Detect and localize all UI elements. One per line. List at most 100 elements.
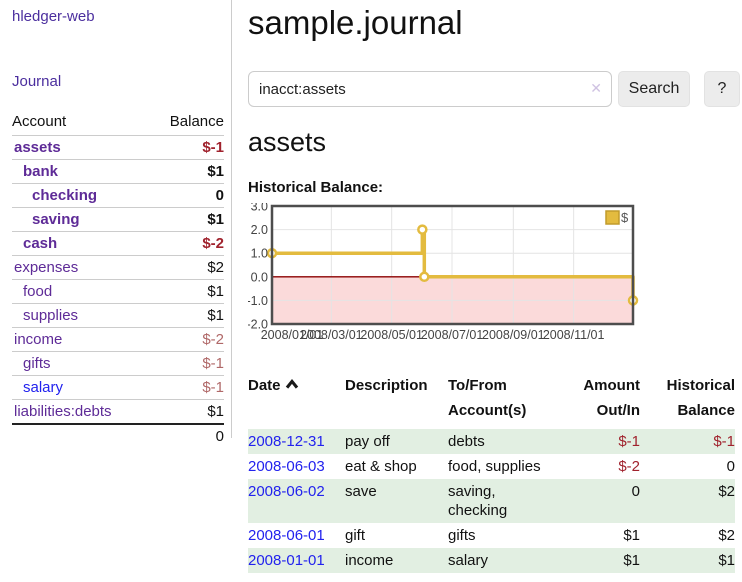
x-axis-tick-label: 2008/05/01 bbox=[360, 328, 423, 342]
x-axis-tick-label: 2008/09/01 bbox=[482, 328, 545, 342]
transaction-amount: $-2 bbox=[618, 458, 640, 475]
sidebar-item-journal[interactable]: Journal bbox=[12, 73, 62, 90]
sidebar-account-assets[interactable]: assets bbox=[14, 139, 61, 156]
accounts-table: Account Balance assets $-1 bank $1 checking 0… bbox=[12, 110, 224, 448]
account-row: food $1 bbox=[12, 279, 224, 304]
sidebar-account-gifts[interactable]: gifts bbox=[23, 355, 51, 372]
transaction-accounts: saving, checking bbox=[448, 479, 578, 523]
transaction-row: 2008-06-03 eat & shop food, supplies $-2 0 bbox=[248, 454, 735, 479]
transaction-amount: $1 bbox=[578, 548, 640, 573]
transaction-accounts: debts bbox=[448, 429, 578, 454]
accounts-total-row: 0 bbox=[12, 423, 224, 448]
clear-search-icon[interactable]: ✕ bbox=[590, 80, 602, 96]
transaction-accounts-text: salary bbox=[448, 552, 489, 569]
account-row: cash $-2 bbox=[12, 231, 224, 256]
account-heading: assets bbox=[248, 127, 327, 157]
account-row: gifts $-1 bbox=[12, 351, 224, 376]
transaction-date-link[interactable]: 2008-06-03 bbox=[248, 458, 325, 475]
sidebar-account-checking[interactable]: checking bbox=[32, 187, 98, 204]
account-balance: $1 bbox=[149, 303, 224, 328]
transaction-date-link[interactable]: 2008-06-01 bbox=[248, 527, 325, 544]
register-header-date[interactable]: Date bbox=[248, 371, 345, 429]
sidebar-account-saving[interactable]: saving bbox=[32, 211, 80, 228]
account-balance: $2 bbox=[149, 255, 224, 280]
account-balance: $-1 bbox=[149, 351, 224, 376]
legend-label: $ bbox=[621, 210, 629, 225]
transaction-balance: $-1 bbox=[640, 429, 735, 454]
register-header-balance: Historical Balance bbox=[666, 377, 735, 419]
transaction-accounts: gifts bbox=[448, 523, 578, 548]
y-axis-tick-label: -2.0 bbox=[248, 318, 268, 332]
account-balance: $-2 bbox=[149, 327, 224, 352]
account-balance: $-2 bbox=[149, 231, 224, 256]
main-content: sample.journal ✕ Search ? assets Histori… bbox=[246, 0, 742, 573]
transaction-accounts-text: gifts bbox=[448, 527, 476, 544]
app-brand-link[interactable]: hledger-web bbox=[12, 8, 95, 25]
transaction-accounts-text: debts bbox=[448, 433, 485, 450]
sidebar-account-supplies[interactable]: supplies bbox=[23, 307, 79, 324]
account-balance: $1 bbox=[149, 159, 224, 184]
accounts-total-value: 0 bbox=[149, 423, 224, 448]
account-row: income $-2 bbox=[12, 327, 224, 352]
sidebar: hledger-web Journal Account Balance asse… bbox=[0, 0, 232, 448]
x-axis-tick-label: 2008/03/01 bbox=[300, 328, 363, 342]
transaction-accounts: food, supplies bbox=[448, 454, 578, 479]
account-row: bank $1 bbox=[12, 159, 224, 184]
sidebar-account-salary[interactable]: salary bbox=[23, 379, 64, 396]
account-balance: $-1 bbox=[149, 135, 224, 160]
register-header-accounts: To/From Account(s) bbox=[448, 377, 527, 419]
balance-chart: $3.0 2.0 1.0 0.0 -1.0 -2.0 2008/01/01 2008/03/0… bbox=[246, 200, 742, 358]
transaction-description: eat & shop bbox=[345, 458, 417, 475]
transaction-accounts: salary bbox=[448, 548, 578, 573]
account-balance: 0 bbox=[149, 183, 224, 208]
sidebar-account-liabilities-debts[interactable]: liabilities:debts bbox=[14, 403, 112, 420]
transaction-balance: $1 bbox=[640, 548, 735, 573]
transaction-description: gift bbox=[345, 527, 366, 544]
y-axis-tick-label: -1.0 bbox=[248, 294, 268, 308]
sidebar-account-cash[interactable]: cash bbox=[23, 235, 58, 252]
transaction-description: save bbox=[345, 479, 448, 523]
sidebar-account-bank[interactable]: bank bbox=[23, 163, 59, 180]
page-title: sample.journal bbox=[248, 4, 463, 41]
transaction-row: 2008-06-01 gift gifts $1 $2 bbox=[248, 523, 735, 548]
search-form: ✕ Search ? bbox=[248, 71, 742, 107]
sidebar-account-expenses[interactable]: expenses bbox=[14, 259, 79, 276]
chart-border bbox=[270, 204, 635, 326]
transaction-description: pay off bbox=[345, 429, 448, 454]
transaction-row: 2008-06-02 save saving, checking 0 $2 bbox=[248, 479, 735, 523]
sidebar-account-food[interactable]: food bbox=[23, 283, 53, 300]
legend-swatch bbox=[605, 210, 620, 225]
register-table: Date Description To/From Account(s) Amou… bbox=[248, 371, 735, 573]
transaction-date-link[interactable]: 2008-06-02 bbox=[248, 483, 325, 500]
search-button[interactable]: Search bbox=[618, 71, 690, 107]
register-header-amount: Amount Out/In bbox=[583, 377, 640, 419]
account-row: saving $1 bbox=[12, 207, 224, 232]
x-axis-tick-label: 2008/11/01 bbox=[543, 328, 605, 342]
account-row: checking 0 bbox=[12, 183, 224, 208]
transaction-amount: $1 bbox=[623, 527, 640, 544]
transaction-accounts-text: food, supplies bbox=[448, 458, 541, 475]
transaction-balance: $2 bbox=[640, 479, 735, 523]
help-button[interactable]: ? bbox=[704, 71, 740, 107]
transaction-amount: $-1 bbox=[578, 429, 640, 454]
account-row: expenses $2 bbox=[12, 255, 224, 280]
y-axis-tick-label: 3.0 bbox=[251, 203, 268, 214]
account-row: supplies $1 bbox=[12, 303, 224, 328]
search-input[interactable] bbox=[248, 71, 612, 107]
transaction-description: income bbox=[345, 548, 448, 573]
x-axis-tick-label: 2008/07/01 bbox=[421, 328, 484, 342]
accounts-header-balance: Balance bbox=[169, 113, 224, 130]
transaction-accounts-text: saving, checking bbox=[448, 483, 508, 519]
transaction-date-link[interactable]: 2008-01-01 bbox=[248, 552, 325, 569]
y-axis-tick-label: 0.0 bbox=[251, 270, 268, 284]
account-balance: $1 bbox=[149, 279, 224, 304]
transaction-date-link[interactable]: 2008-12-31 bbox=[248, 433, 325, 450]
sort-ascending-icon bbox=[285, 373, 299, 398]
y-axis-tick-label: 2.0 bbox=[251, 223, 268, 237]
account-balance: $1 bbox=[149, 207, 224, 232]
transaction-amount: 0 bbox=[578, 479, 640, 523]
sidebar-account-income[interactable]: income bbox=[14, 331, 63, 348]
chart-canvas: $3.0 2.0 1.0 0.0 -1.0 -2.02008/01/012008/03/0… bbox=[246, 200, 639, 342]
chart-data-point bbox=[419, 271, 430, 283]
account-row: liabilities:debts $1 bbox=[12, 399, 224, 424]
